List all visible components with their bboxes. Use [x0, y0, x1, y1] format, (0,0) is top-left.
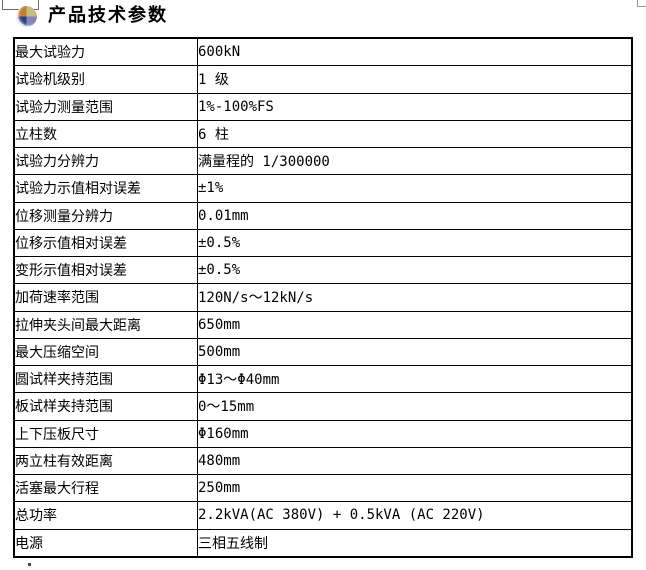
param-value: 6 柱 — [197, 119, 633, 149]
param-label: 试验力示值相对误差 — [13, 174, 198, 203]
table-row: 板试样夹持范围 0～15mm — [13, 392, 633, 421]
param-value: 650mm — [197, 310, 633, 339]
param-label: 立柱数 — [13, 119, 198, 149]
table-row: 试验力示值相对误差 ±1% — [13, 174, 633, 203]
sphere-quadrant-icon — [16, 5, 37, 27]
param-label: 总功率 — [13, 501, 198, 530]
spec-table: 最大试验力 600kN 试验机级别 1 级 试验力测量范围 1%-100%FS 立柱数… — [13, 37, 633, 558]
table-row: 位移示值相对误差 ±0.5% — [13, 228, 633, 258]
table-row: 位移测量分辨力 0.01mm — [13, 201, 633, 230]
param-label: 最大试验力 — [13, 37, 198, 67]
param-label: 两立柱有效距离 — [13, 446, 198, 476]
table-row: 上下压板尺寸 Φ160mm — [13, 419, 633, 448]
table-row: 试验机级别 1 级 — [13, 65, 633, 94]
table-row: 两立柱有效距离 480mm — [13, 446, 633, 476]
param-label: 试验力分辨力 — [13, 147, 198, 176]
table-row: 试验力测量范围 1%-100%FS — [13, 92, 633, 121]
param-value: 600kN — [197, 37, 633, 67]
cropped-box-artifact-top-right — [637, 0, 646, 7]
table-row: 拉伸夹头间最大距离 650mm — [13, 310, 633, 339]
table-row: 最大试验力 600kN — [13, 37, 633, 67]
param-value: 满量程的 1/300000 — [197, 147, 633, 176]
param-value: ±0.5% — [197, 228, 633, 258]
param-value: ±0.5% — [197, 256, 633, 285]
param-label: 最大压缩空间 — [13, 337, 198, 367]
param-label: 位移测量分辨力 — [13, 201, 198, 230]
param-value: Φ160mm — [197, 419, 633, 448]
param-label: 电源 — [13, 528, 198, 558]
param-value: ±1% — [197, 174, 633, 203]
param-label: 拉伸夹头间最大距离 — [13, 310, 198, 339]
param-value: 三相五线制 — [197, 528, 633, 558]
stray-mark — [28, 563, 31, 566]
table-row: 电源 三相五线制 — [13, 528, 633, 558]
param-label: 试验机级别 — [13, 65, 198, 94]
section-header: 产品技术参数 — [16, 4, 168, 28]
param-value: 480mm — [197, 446, 633, 476]
table-row: 变形示值相对误差 ±0.5% — [13, 256, 633, 285]
param-label: 板试样夹持范围 — [13, 392, 198, 421]
table-row: 加荷速率范围 120N/s～12kN/s — [13, 283, 633, 312]
param-label: 变形示值相对误差 — [13, 256, 198, 285]
table-row: 试验力分辨力 满量程的 1/300000 — [13, 147, 633, 176]
param-value: Φ13～Φ40mm — [197, 365, 633, 394]
param-value: 2.2kVA(AC 380V) + 0.5kVA (AC 220V) — [197, 501, 633, 530]
param-label: 上下压板尺寸 — [13, 419, 198, 448]
param-label: 试验力测量范围 — [13, 92, 198, 121]
table-row: 总功率 2.2kVA(AC 380V) + 0.5kVA (AC 220V) — [13, 501, 633, 530]
table-row: 圆试样夹持范围 Φ13～Φ40mm — [13, 365, 633, 394]
param-value: 1 级 — [197, 65, 633, 94]
param-value: 0～15mm — [197, 392, 633, 421]
param-label: 位移示值相对误差 — [13, 228, 198, 258]
param-label: 加荷速率范围 — [13, 283, 198, 312]
param-label: 圆试样夹持范围 — [13, 365, 198, 394]
param-value: 120N/s～12kN/s — [197, 283, 633, 312]
param-label: 活塞最大行程 — [13, 474, 198, 503]
table-row: 活塞最大行程 250mm — [13, 474, 633, 503]
table-row: 立柱数 6 柱 — [13, 119, 633, 149]
param-value: 0.01mm — [197, 201, 633, 230]
param-value: 250mm — [197, 474, 633, 503]
param-value: 500mm — [197, 337, 633, 367]
table-row: 最大压缩空间 500mm — [13, 337, 633, 367]
page-title: 产品技术参数 — [48, 5, 168, 26]
param-value: 1%-100%FS — [197, 92, 633, 121]
